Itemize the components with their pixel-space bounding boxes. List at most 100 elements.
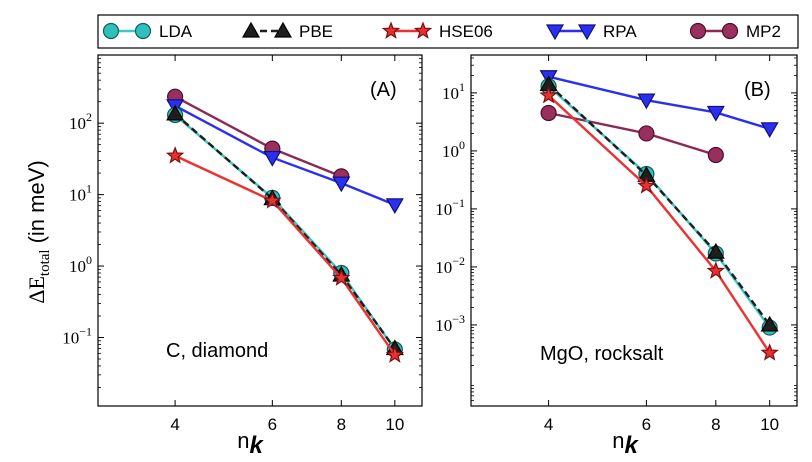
y-tick-label-base: 10 (442, 84, 459, 103)
data-point-pbe (706, 242, 725, 259)
data-point-rpa (706, 105, 725, 122)
data-point-hse06 (385, 345, 405, 363)
legend-marker (721, 22, 739, 40)
series-lda (540, 78, 778, 336)
y-tick-label-exponent: 0 (459, 138, 465, 152)
y-tick-label: 10−2 (435, 254, 465, 277)
y-tick-label-exponent: 0 (86, 253, 92, 267)
x-tick-label: 10 (385, 415, 404, 434)
data-point-hse06 (165, 146, 185, 164)
panel-a-xlabel: nk (237, 428, 264, 459)
legend-label: LDA (159, 22, 193, 41)
series-pbe (539, 75, 779, 332)
data-point-hse06 (706, 261, 726, 279)
y-tick-label-exponent: −2 (452, 254, 465, 268)
data-point-hse06 (637, 176, 656, 194)
legend-marker (102, 22, 120, 40)
legend-marker (413, 21, 433, 39)
series-line-pbe (174, 112, 396, 350)
legend-item-pbe: PBE (241, 21, 333, 41)
legend-item-hse06: HSE06 (381, 21, 493, 41)
legend-item-lda: LDA (102, 22, 193, 41)
series-mp2 (540, 104, 724, 164)
legend-label: MP2 (746, 22, 781, 41)
data-point-rpa (760, 122, 779, 139)
data-point-pbe (760, 315, 779, 332)
legend-marker (577, 24, 597, 41)
panel-b-label: (B) (744, 79, 771, 101)
panel-b-frame (470, 54, 798, 407)
y-tick-label-exponent: −3 (452, 312, 465, 326)
data-point-rpa (385, 198, 404, 215)
data-point-hse06 (263, 191, 282, 209)
y-tick-label-base: 10 (62, 329, 79, 348)
data-point-rpa (263, 150, 282, 167)
y-tick-label: 10−1 (435, 196, 465, 219)
series-line-rpa (174, 104, 396, 206)
panel-b-annotation: MgO, rocksalt (540, 343, 664, 365)
panel-b-xlabel: nk (612, 428, 639, 459)
y-tick-label-exponent: 1 (459, 80, 465, 94)
data-point-mp2 (638, 125, 655, 142)
y-tick-label-base: 10 (69, 186, 86, 205)
y-tick-label-exponent: −1 (79, 325, 92, 339)
series-line-hse06 (174, 154, 396, 356)
legend-marker (273, 21, 293, 38)
y-tick-label-base: 10 (69, 114, 86, 133)
legend-marker (241, 21, 261, 38)
x-tick-label: 8 (711, 415, 720, 434)
y-tick-label-base: 10 (435, 316, 452, 335)
y-tick-label-base: 10 (442, 142, 459, 161)
panel-a-ylabel: ΔEtotal (in meV) (24, 160, 53, 303)
y-tick-label-exponent: 1 (86, 182, 92, 196)
x-tick-label: 10 (760, 415, 779, 434)
y-tick-label-exponent: 2 (86, 110, 92, 124)
series-line-lda (174, 114, 396, 351)
x-tick-label: 8 (337, 415, 346, 434)
x-label-sub: k (624, 432, 639, 459)
y-tick-label-exponent: −1 (452, 196, 465, 210)
legend-item-rpa: RPA (545, 22, 637, 41)
x-label-n: n (237, 428, 249, 453)
legend-frame (97, 14, 799, 49)
y-tick-label-base: 10 (435, 200, 452, 219)
legend-marker (381, 21, 401, 39)
data-point-rpa (637, 93, 656, 110)
x-label-n: n (612, 428, 624, 453)
panel-a-frame (97, 54, 423, 407)
legend-marker (689, 22, 707, 40)
legend-label: HSE06 (439, 22, 493, 41)
x-label-sub: k (249, 432, 264, 459)
data-point-hse06 (760, 343, 779, 361)
series-hse06 (539, 85, 779, 361)
y-tick-label: 100 (442, 138, 465, 161)
y-label-delta-e: ΔE (24, 276, 49, 304)
y-tick-label: 10−1 (62, 325, 92, 348)
panel-a-label: (A) (370, 79, 397, 101)
data-point-hse06 (539, 85, 558, 104)
series-line-pbe (547, 83, 771, 326)
x-tick-label: 4 (170, 415, 179, 434)
data-point-pbe (166, 104, 185, 121)
x-tick-label: 4 (544, 415, 553, 434)
y-tick-label: 100 (69, 253, 92, 276)
series-rpa (539, 70, 779, 139)
data-point-rpa (332, 176, 351, 193)
x-tick-label: 6 (642, 415, 651, 434)
x-tick-label: 6 (268, 415, 277, 434)
series-rpa (166, 99, 404, 215)
data-point-mp2 (707, 146, 724, 164)
y-tick-label: 10−3 (435, 312, 465, 335)
series-hse06 (165, 146, 405, 363)
series-line-lda (547, 85, 771, 329)
y-tick-label: 101 (69, 182, 92, 205)
legend-marker (134, 22, 152, 40)
legend: LDA PBE HSE06 RPA MP2 (97, 14, 799, 49)
series-line-rpa (548, 75, 771, 130)
legend-marker (545, 24, 565, 41)
y-tick-label-base: 10 (69, 257, 86, 276)
data-point-mp2 (540, 104, 557, 122)
y-label-sub: total (37, 249, 53, 276)
